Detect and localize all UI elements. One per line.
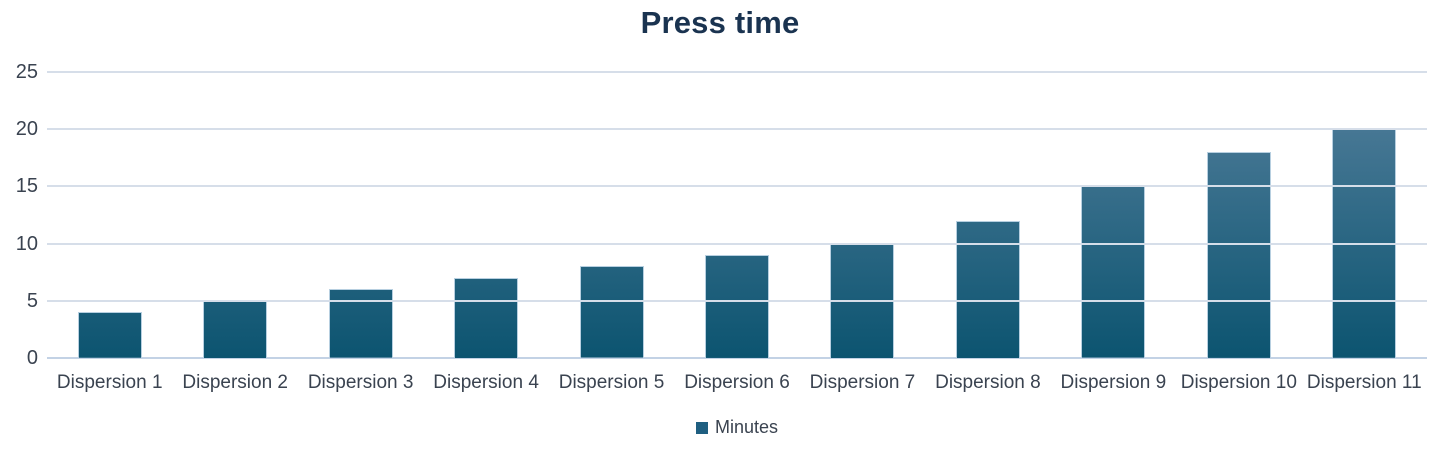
gridline bbox=[47, 71, 1427, 73]
bar-slot bbox=[800, 72, 925, 358]
y-axis: 0 5 10 15 20 25 bbox=[0, 62, 38, 368]
x-category-label: Dispersion 10 bbox=[1180, 372, 1297, 393]
bar-slot bbox=[925, 72, 1050, 358]
x-category-label: Dispersion 8 bbox=[935, 372, 1041, 393]
bar-slot bbox=[674, 72, 799, 358]
y-tick-label: 15 bbox=[15, 175, 38, 198]
bar[interactable] bbox=[1206, 152, 1271, 358]
x-category-label: Dispersion 3 bbox=[307, 372, 414, 393]
x-category-label: Dispersion 7 bbox=[809, 372, 916, 393]
bar-slot bbox=[549, 72, 674, 358]
bar-slot bbox=[1176, 72, 1301, 358]
x-category-label: Dispersion 4 bbox=[433, 372, 539, 393]
bar-slot bbox=[47, 72, 172, 358]
x-axis-baseline bbox=[47, 357, 1427, 359]
gridline bbox=[47, 185, 1427, 188]
bar-slot bbox=[298, 72, 423, 358]
y-tick-label: 10 bbox=[15, 232, 38, 255]
x-category-label: Dispersion 2 bbox=[182, 372, 288, 393]
bar-slot bbox=[423, 72, 548, 358]
bar[interactable] bbox=[955, 220, 1020, 358]
bar[interactable] bbox=[705, 255, 769, 358]
y-tick-label: 5 bbox=[26, 289, 38, 312]
y-tick-label: 20 bbox=[15, 118, 38, 141]
legend-swatch-icon bbox=[695, 421, 708, 434]
gridline bbox=[47, 242, 1427, 245]
x-category-label: Dispersion 5 bbox=[558, 372, 665, 393]
chart-title: Press time bbox=[640, 5, 800, 40]
bar-slot bbox=[172, 72, 297, 358]
bars-row bbox=[47, 72, 1427, 358]
x-category-label: Dispersion 11 bbox=[1306, 372, 1422, 393]
legend[interactable]: Minutes bbox=[47, 417, 1427, 438]
x-category-label: Dispersion 9 bbox=[1060, 372, 1167, 393]
bar[interactable] bbox=[203, 300, 268, 358]
gridline bbox=[47, 128, 1427, 131]
y-tick-label: 25 bbox=[15, 61, 38, 83]
x-category-label: Dispersion 1 bbox=[56, 372, 163, 393]
bar[interactable] bbox=[454, 277, 519, 358]
y-tick-label: 0 bbox=[26, 347, 38, 369]
legend-label: Minutes bbox=[714, 417, 779, 437]
bar-slot bbox=[1051, 72, 1176, 358]
plot-area bbox=[47, 71, 1427, 359]
bar[interactable] bbox=[77, 312, 142, 358]
bar[interactable] bbox=[1081, 186, 1146, 358]
gridline bbox=[47, 299, 1427, 302]
bar-slot bbox=[1302, 72, 1427, 358]
x-axis: Dispersion 1 Dispersion 2 Dispersion 3 Disp… bbox=[47, 371, 1427, 396]
bar[interactable] bbox=[579, 266, 644, 358]
x-category-label: Dispersion 6 bbox=[684, 372, 790, 393]
